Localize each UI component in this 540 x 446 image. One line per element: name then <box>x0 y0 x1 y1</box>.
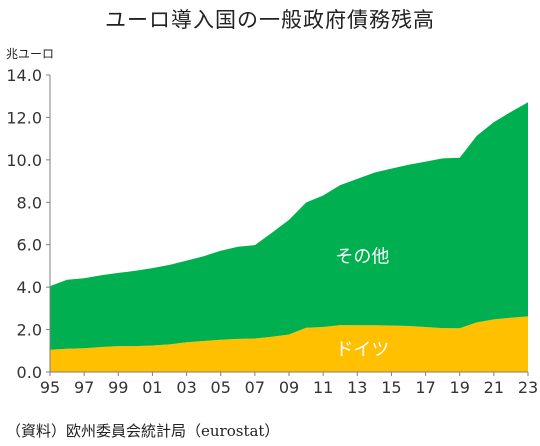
series-label-1: ドイツ <box>335 340 389 361</box>
y-tick-label: 2.0 <box>17 321 42 340</box>
source-note: （資料）欧州委員会統計局（eurostat） <box>6 422 280 440</box>
axes: 0.0 2.0 4.0 6.0 8.0 10.0 12.0 14.0 95 97 99 01 03 05 0… <box>6 47 538 397</box>
area-series-1 <box>50 316 528 372</box>
x-tick-label: 11 <box>313 378 333 397</box>
x-tick-label: 19 <box>450 378 470 397</box>
x-tick-label: 21 <box>484 378 504 397</box>
y-tick-label: 0.0 <box>17 363 42 382</box>
y-unit-label: 兆ユーロ <box>6 47 54 61</box>
x-tick-label: 03 <box>176 378 196 397</box>
y-tick-label: 12.0 <box>6 108 42 127</box>
x-tick-label: 97 <box>74 378 94 397</box>
area-series-2 <box>50 102 528 350</box>
x-tick-label: 99 <box>108 378 128 397</box>
x-tick-label: 23 <box>518 378 538 397</box>
y-tick-label: 8.0 <box>17 193 42 212</box>
series-label-2: その他 <box>335 246 389 267</box>
x-tick-label: 09 <box>279 378 299 397</box>
y-tick-label: 14.0 <box>6 66 42 85</box>
y-tick-label: 6.0 <box>17 236 42 255</box>
x-tick-label: 15 <box>381 378 401 397</box>
x-tick-label: 01 <box>142 378 162 397</box>
x-tick-label: 05 <box>211 378 231 397</box>
x-tick-label: 13 <box>347 378 367 397</box>
y-tick-label: 10.0 <box>6 151 42 170</box>
x-tick-label: 95 <box>40 378 60 397</box>
y-tick-label: 4.0 <box>17 278 42 297</box>
chart-title: ユーロ導入国の一般政府債務残高 <box>105 8 435 32</box>
x-tick-label: 07 <box>245 378 265 397</box>
plot-areas <box>50 102 528 372</box>
x-tick-label: 17 <box>415 378 435 397</box>
